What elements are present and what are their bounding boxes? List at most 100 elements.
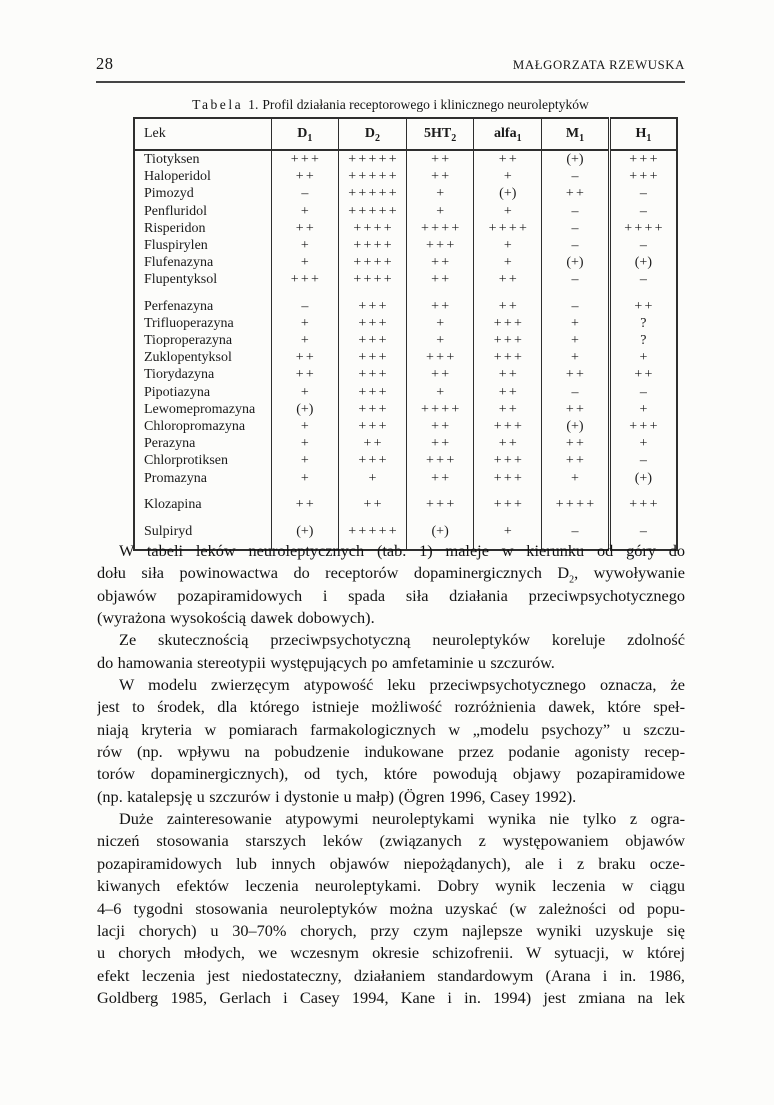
column-header: 5HT2 bbox=[405, 118, 474, 151]
text-line: (wyrażona wysokością dawek dobowych). bbox=[97, 608, 375, 628]
paragraph: Ze skutecznością przeciwpsychotyczną neu… bbox=[97, 629, 685, 674]
cell-receptor-value: (+) bbox=[541, 150, 610, 169]
cell-receptor-value: + bbox=[473, 168, 542, 186]
cell-drug-name: Tioproperazyna bbox=[144, 333, 233, 349]
cell-drug-name: Penfluridol bbox=[144, 203, 207, 219]
cell-receptor-value: ++++ bbox=[473, 219, 542, 238]
cell-receptor-value: +++++ bbox=[338, 150, 407, 169]
table-row: Chloropromazyna + +++ ++ +++ (+) +++ bbox=[134, 418, 677, 436]
cell-receptor-value: +++ bbox=[405, 452, 474, 470]
cell-receptor-value: – bbox=[607, 383, 677, 401]
cell-receptor-value: + bbox=[541, 314, 610, 333]
cell-receptor-value: + bbox=[338, 469, 407, 487]
running-head-author: MAŁGORZATA RZEWUSKA bbox=[512, 58, 685, 72]
cell-receptor-value: – bbox=[270, 185, 339, 203]
cell-receptor-value: – bbox=[541, 202, 610, 220]
cell-receptor-value: +++ bbox=[473, 418, 542, 436]
text-line: Duże zainteresowanie atypowymi neurolept… bbox=[119, 809, 685, 829]
table-row: Lewomepromazyna (+) +++ ++++ ++ ++ + bbox=[134, 400, 677, 419]
text-line: jest to środek, dla którego istnieje moż… bbox=[97, 697, 685, 717]
text-line: u chorych młodych, we wczesnym okresie s… bbox=[97, 943, 685, 963]
cell-receptor-value: ++ bbox=[473, 400, 542, 419]
table-row: Fluspirylen + ++++ +++ + – – bbox=[134, 237, 677, 255]
cell-receptor-value: +++ bbox=[473, 332, 542, 350]
cell-receptor-value: ++ bbox=[270, 366, 339, 384]
table-row: Tioproperazyna + +++ + +++ +? bbox=[134, 332, 677, 350]
cell-receptor-value: (+) bbox=[541, 418, 610, 436]
cell-drug-name: Tiorydazyna bbox=[144, 367, 215, 383]
cell-receptor-value: + bbox=[270, 254, 339, 272]
table-row: Sulpiryd (+) +++++ (+) + – – bbox=[134, 515, 677, 551]
text-line: torów dopaminergicznych), od tych, które… bbox=[97, 764, 685, 784]
cell-receptor-value: + bbox=[541, 469, 610, 487]
cell-receptor-value: +++ bbox=[405, 237, 474, 255]
cell-receptor-value: ++ bbox=[473, 383, 542, 401]
text-line: Ze skutecznością przeciwpsychotyczną neu… bbox=[119, 630, 685, 650]
cell-receptor-value: + bbox=[405, 314, 474, 333]
cell-drug-name: Chloropromazyna bbox=[144, 419, 246, 435]
cell-receptor-value: + bbox=[541, 349, 610, 367]
cell-receptor-value: +++ bbox=[338, 332, 407, 350]
cell-receptor-value: ++ bbox=[541, 366, 610, 384]
cell-receptor-value: – bbox=[541, 288, 610, 315]
cell-receptor-value: +++++ bbox=[338, 515, 407, 551]
running-head: 28 MAŁGORZATA RZEWUSKA bbox=[96, 54, 685, 83]
text-line: W modelu zwierzęcym atypowość leku przec… bbox=[119, 675, 685, 695]
cell-receptor-value: (+) bbox=[270, 400, 339, 419]
table-row: Risperidon ++ ++++ ++++ ++++ – ++++ bbox=[134, 219, 677, 238]
cell-receptor-value: – bbox=[607, 452, 677, 470]
page-number: 28 bbox=[96, 54, 114, 73]
cell-receptor-value: + bbox=[270, 383, 339, 401]
receptor-profile-table: Lek D1 D2 5HT2 alfa1 M1 H1 Tiotyksen +++ +++++ ++… bbox=[133, 117, 678, 552]
text-line: (np. katalepsję u szczurów i dystonie u … bbox=[97, 786, 577, 806]
text-line: do hamowania stereotypii występujących p… bbox=[97, 652, 555, 672]
table-row: Trifluoperazyna + +++ + +++ +? bbox=[134, 314, 677, 333]
cell-receptor-value: ++ bbox=[607, 366, 677, 384]
column-header: Lek bbox=[134, 118, 271, 151]
column-header: M1 bbox=[541, 118, 610, 151]
paragraph: Duże zainteresowanie atypowymi neurolept… bbox=[97, 808, 685, 1009]
cell-receptor-value: +++ bbox=[405, 349, 474, 367]
cell-drug-name: Perfenazyna bbox=[144, 298, 214, 314]
text-line: dołu siła powinowactwa do receptorów dop… bbox=[97, 563, 685, 585]
cell-receptor-value: + bbox=[270, 237, 339, 255]
cell-receptor-value: + bbox=[607, 435, 677, 453]
text-line: lacji chorych) u 30–70% chorych, przy cz… bbox=[97, 920, 685, 940]
cell-receptor-value: (+) bbox=[473, 185, 542, 203]
table-row: Penfluridol + +++++ + + – – bbox=[134, 202, 677, 220]
cell-receptor-value: ++ bbox=[607, 288, 677, 315]
cell-drug-name: Fluspirylen bbox=[144, 238, 208, 254]
cell-receptor-value: +++ bbox=[338, 452, 407, 470]
cell-drug-name: Flupentyksol bbox=[144, 272, 218, 288]
text-line: Goldberg 1985, Gerlach i Casey 1994, Kan… bbox=[97, 987, 685, 1007]
cell-receptor-value: ++ bbox=[541, 400, 610, 419]
cell-receptor-value: ++ bbox=[270, 168, 339, 186]
cell-receptor-value: + bbox=[473, 237, 542, 255]
cell-receptor-value: + bbox=[541, 332, 610, 350]
table-row: Haloperidol ++ +++++ ++ + – +++ bbox=[134, 168, 677, 186]
table-row: Flufenazyna + ++++ ++ + (+) (+) bbox=[134, 254, 677, 272]
article-body-text: W tabeli leków neuroleptycznych (tab. 1)… bbox=[97, 540, 685, 1009]
cell-receptor-value: + bbox=[405, 383, 474, 401]
cell-receptor-value: +++ bbox=[338, 418, 407, 436]
cell-receptor-value: ++ bbox=[338, 486, 407, 516]
table-row: Pipotiazyna + +++ + ++ – – bbox=[134, 383, 677, 401]
cell-receptor-value: +++ bbox=[270, 150, 339, 169]
table-caption-number: 1. bbox=[248, 97, 259, 112]
cell-receptor-value: ++ bbox=[405, 418, 474, 436]
cell-receptor-value: ++ bbox=[405, 150, 474, 169]
cell-receptor-value: + bbox=[270, 435, 339, 453]
cell-drug-name: Promazyna bbox=[144, 470, 207, 486]
cell-receptor-value: ? bbox=[607, 314, 677, 333]
cell-receptor-value: – bbox=[541, 168, 610, 186]
cell-receptor-value: ++ bbox=[541, 185, 610, 203]
column-header: H1 bbox=[607, 118, 677, 151]
table-row: Zuklopentyksol ++ +++ +++ +++ + + bbox=[134, 349, 677, 367]
cell-receptor-value: ++++ bbox=[405, 400, 474, 419]
cell-receptor-value: (+) bbox=[405, 515, 474, 551]
text-line: niają kryteria w pomiarach farmakologicz… bbox=[97, 719, 685, 739]
cell-receptor-value: – bbox=[607, 202, 677, 220]
cell-receptor-value: +++ bbox=[607, 150, 677, 169]
table-caption-label: Tabela bbox=[192, 97, 244, 112]
cell-receptor-value: (+) bbox=[541, 254, 610, 272]
